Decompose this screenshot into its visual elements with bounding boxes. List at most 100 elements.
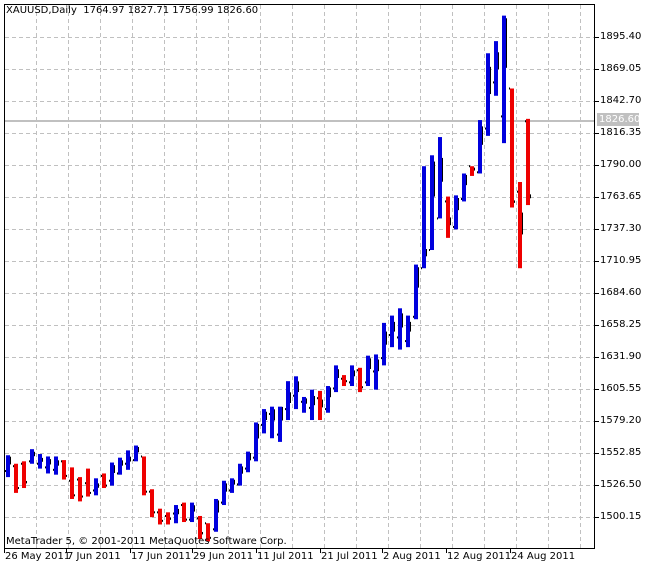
bear-bar	[86, 468, 90, 497]
bear-bar	[102, 473, 106, 489]
bull-bar	[110, 462, 114, 486]
close-tick	[458, 198, 459, 211]
y-tick-label: 1684.60	[600, 286, 642, 298]
y-tick-label: 1658.25	[600, 318, 642, 330]
open-tick	[181, 504, 182, 507]
close-tick	[34, 451, 35, 457]
open-tick	[93, 489, 94, 492]
open-tick	[101, 474, 102, 477]
close-tick	[338, 369, 339, 378]
open-tick	[525, 120, 526, 123]
x-tick-label: 21 Jul 2011	[321, 551, 378, 562]
open-tick	[477, 171, 478, 174]
x-tick-label: 26 May 2011	[5, 551, 71, 562]
bull-bar	[254, 422, 258, 462]
close-tick	[74, 494, 75, 497]
bull-bar	[390, 315, 394, 348]
bull-bar	[230, 478, 234, 493]
open-tick	[485, 127, 486, 130]
open-tick	[293, 394, 294, 397]
bull-bar	[374, 354, 378, 390]
close-tick	[170, 517, 171, 520]
bull-bar	[414, 264, 418, 320]
open-tick	[45, 466, 46, 469]
open-tick	[117, 472, 118, 475]
open-tick	[141, 455, 142, 458]
open-tick	[125, 462, 126, 465]
close-tick	[122, 460, 123, 466]
close-tick	[82, 495, 83, 498]
bear-bar	[318, 390, 322, 421]
open-tick	[261, 423, 262, 426]
open-tick	[357, 369, 358, 372]
open-tick	[229, 489, 230, 492]
open-tick	[301, 400, 302, 403]
y-tick-label: 1552.85	[600, 446, 642, 458]
close-tick	[26, 480, 27, 484]
ohlc-values: 1764.97 1827.71 1756.99 1826.60	[83, 5, 259, 16]
y-tick-label: 1526.50	[600, 478, 642, 490]
open-tick	[277, 433, 278, 436]
ohlc-bars	[5, 15, 531, 542]
x-tick-label: 7 Jun 2011	[67, 551, 121, 562]
bull-bar	[286, 381, 290, 421]
bull-bar	[406, 315, 410, 348]
bull-bar	[494, 41, 498, 96]
open-tick	[421, 267, 422, 270]
open-tick	[221, 501, 222, 504]
plot-frame	[4, 4, 595, 549]
close-tick	[66, 474, 67, 477]
bull-bar	[30, 449, 34, 464]
y-tick-label: 1790.00	[600, 158, 642, 170]
open-tick	[429, 249, 430, 252]
x-tick-label: 12 Aug 2011	[447, 551, 512, 562]
open-tick	[373, 370, 374, 373]
open-tick	[61, 460, 62, 463]
x-tick-label: 17 Jun 2011	[131, 551, 192, 562]
current-price-tag: 1826.60	[597, 113, 641, 126]
open-tick	[53, 468, 54, 471]
open-tick	[453, 225, 454, 228]
y-tick-label: 1500.15	[600, 510, 642, 522]
open-tick	[437, 217, 438, 220]
bear-bar	[142, 456, 146, 496]
bull-bar	[278, 406, 282, 442]
close-tick	[138, 446, 139, 453]
close-tick	[42, 457, 43, 462]
symbol-period: XAUUSD,Daily	[6, 5, 77, 16]
close-tick	[530, 194, 531, 199]
close-tick	[266, 411, 267, 420]
close-tick	[258, 423, 259, 439]
close-tick	[114, 465, 115, 473]
bear-bar	[358, 367, 362, 393]
bull-bar	[422, 166, 426, 269]
bull-bar	[398, 308, 402, 350]
open-tick	[365, 381, 366, 384]
bull-bar	[46, 456, 50, 474]
y-tick-label: 1869.05	[600, 62, 642, 74]
bull-bar	[302, 396, 306, 413]
bull-bar	[238, 463, 242, 486]
open-tick	[461, 198, 462, 201]
close-tick	[506, 18, 507, 68]
open-tick	[85, 482, 86, 485]
x-tick-label: 24 Aug 2011	[511, 551, 576, 562]
close-tick	[106, 484, 107, 487]
open-tick	[413, 315, 414, 318]
close-tick	[178, 508, 179, 515]
bull-bar	[174, 505, 178, 524]
close-tick	[146, 490, 147, 493]
close-tick	[362, 386, 363, 389]
bull-bar	[382, 322, 386, 366]
bear-bar	[70, 467, 74, 499]
bear-bar	[14, 463, 18, 493]
bear-bar	[526, 118, 530, 206]
bull-bar	[310, 389, 314, 421]
close-tick	[498, 52, 499, 70]
close-tick	[354, 370, 355, 377]
bull-bar	[94, 478, 98, 496]
bull-bar	[334, 365, 338, 393]
open-tick	[197, 517, 198, 520]
open-tick	[333, 387, 334, 390]
